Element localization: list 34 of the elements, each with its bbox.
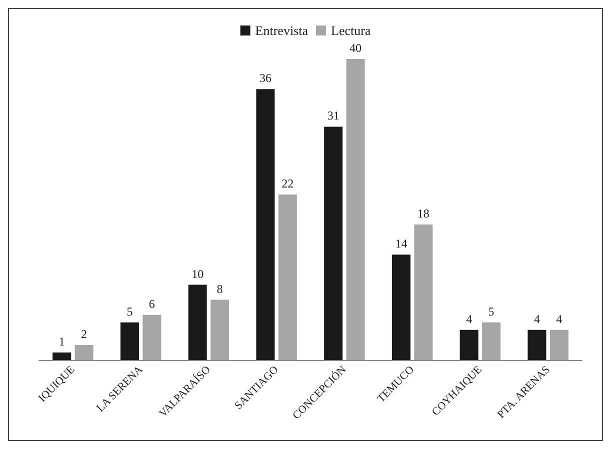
data-label: 10	[192, 266, 204, 281]
data-label: 5	[126, 304, 133, 318]
data-label: 4	[534, 312, 540, 326]
bar	[528, 330, 546, 360]
data-label: 4	[466, 312, 472, 326]
bar	[52, 352, 72, 360]
data-label: 8	[216, 282, 223, 296]
data-label: 14	[395, 236, 408, 251]
bar	[256, 89, 275, 360]
data-label: 2	[81, 326, 88, 341]
bar	[210, 300, 230, 360]
data-label: 4	[556, 312, 562, 326]
data-label: 36	[259, 71, 272, 86]
bar	[392, 254, 410, 360]
legend-label: Entrevista	[255, 23, 308, 38]
bar	[550, 330, 568, 360]
data-label: 40	[350, 41, 362, 55]
bar	[142, 314, 162, 360]
legend-label: Lectura	[331, 23, 371, 38]
data-label: 5	[488, 304, 494, 318]
bar	[120, 322, 139, 360]
bar	[460, 330, 478, 360]
bar	[74, 344, 94, 360]
bar	[346, 59, 365, 360]
data-label: 6	[148, 296, 155, 311]
data-label: 22	[282, 176, 294, 190]
bar	[278, 194, 297, 360]
bar	[324, 126, 343, 360]
data-label: 1	[58, 334, 65, 348]
data-label: 31	[327, 108, 340, 123]
bar	[188, 284, 207, 360]
bar	[414, 224, 433, 360]
data-label: 18	[417, 206, 430, 221]
bar	[482, 322, 501, 360]
